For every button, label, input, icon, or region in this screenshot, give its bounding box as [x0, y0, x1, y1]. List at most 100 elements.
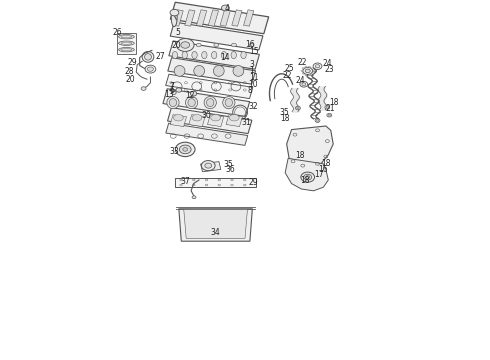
Ellipse shape — [312, 68, 314, 69]
Text: 13: 13 — [164, 90, 174, 99]
Ellipse shape — [194, 66, 205, 76]
Text: 4: 4 — [224, 4, 229, 13]
Polygon shape — [285, 158, 328, 191]
Text: 31: 31 — [242, 118, 251, 127]
Ellipse shape — [212, 51, 217, 59]
Ellipse shape — [142, 51, 154, 62]
Ellipse shape — [179, 145, 191, 154]
Ellipse shape — [214, 66, 224, 76]
Ellipse shape — [302, 83, 306, 86]
Bar — [175, 178, 256, 187]
Ellipse shape — [305, 69, 310, 73]
Text: 14: 14 — [220, 53, 230, 62]
Ellipse shape — [173, 114, 183, 121]
Ellipse shape — [170, 9, 179, 16]
Ellipse shape — [179, 43, 183, 47]
Ellipse shape — [174, 66, 185, 76]
Text: 25: 25 — [284, 64, 294, 73]
Ellipse shape — [327, 113, 332, 117]
Text: 17: 17 — [315, 170, 324, 179]
Ellipse shape — [309, 74, 311, 76]
Bar — [166, 123, 248, 145]
Text: 33: 33 — [169, 147, 179, 156]
Bar — [170, 114, 187, 127]
Ellipse shape — [295, 106, 300, 110]
Polygon shape — [179, 209, 252, 241]
Ellipse shape — [201, 161, 215, 171]
Bar — [208, 10, 219, 26]
Text: 18: 18 — [295, 152, 305, 161]
Ellipse shape — [175, 142, 195, 157]
Text: 10: 10 — [248, 81, 258, 90]
Text: 8: 8 — [248, 86, 253, 95]
Ellipse shape — [192, 114, 202, 121]
Bar — [196, 10, 207, 26]
Text: 32: 32 — [248, 102, 258, 111]
Bar — [185, 10, 195, 26]
Ellipse shape — [231, 51, 236, 59]
Text: 22: 22 — [283, 71, 292, 80]
Ellipse shape — [167, 96, 179, 109]
Ellipse shape — [196, 43, 201, 47]
Bar — [200, 162, 221, 172]
Ellipse shape — [232, 43, 237, 47]
Ellipse shape — [233, 66, 244, 76]
Ellipse shape — [206, 99, 214, 107]
Text: 27: 27 — [156, 53, 166, 62]
Ellipse shape — [305, 74, 307, 76]
Text: 35: 35 — [223, 161, 233, 170]
Text: 36: 36 — [225, 166, 235, 175]
Bar — [169, 41, 259, 69]
Ellipse shape — [315, 119, 320, 122]
Text: 29: 29 — [248, 178, 258, 187]
Text: 5: 5 — [175, 28, 180, 37]
Bar — [166, 74, 253, 99]
Bar — [168, 108, 252, 134]
Ellipse shape — [185, 96, 197, 109]
Ellipse shape — [211, 114, 220, 121]
Ellipse shape — [300, 81, 308, 87]
Bar — [207, 114, 224, 127]
Text: 37: 37 — [180, 177, 190, 186]
Ellipse shape — [183, 148, 188, 151]
Ellipse shape — [317, 120, 319, 122]
Ellipse shape — [119, 41, 134, 45]
Ellipse shape — [301, 70, 303, 72]
Bar — [189, 114, 205, 127]
Text: 26: 26 — [113, 28, 122, 37]
Ellipse shape — [301, 172, 315, 182]
Ellipse shape — [145, 54, 151, 60]
Ellipse shape — [296, 107, 299, 109]
Bar — [117, 33, 136, 54]
Polygon shape — [287, 126, 333, 166]
Ellipse shape — [221, 5, 229, 11]
Text: 11: 11 — [249, 73, 258, 82]
Text: 12: 12 — [185, 91, 195, 100]
Ellipse shape — [188, 99, 195, 107]
Bar — [226, 114, 243, 127]
Ellipse shape — [192, 196, 196, 199]
Ellipse shape — [326, 107, 329, 108]
Ellipse shape — [305, 66, 307, 68]
Text: 23: 23 — [324, 65, 334, 74]
Ellipse shape — [302, 73, 304, 74]
Ellipse shape — [176, 39, 194, 51]
Text: 20: 20 — [172, 41, 181, 50]
Ellipse shape — [304, 174, 312, 180]
Text: 20: 20 — [125, 75, 135, 84]
Ellipse shape — [147, 67, 153, 71]
Bar — [220, 10, 230, 26]
Ellipse shape — [306, 176, 310, 179]
Ellipse shape — [225, 99, 232, 107]
Text: 21: 21 — [326, 104, 335, 113]
Ellipse shape — [229, 114, 239, 121]
Ellipse shape — [328, 114, 331, 116]
Ellipse shape — [249, 43, 254, 47]
Ellipse shape — [145, 65, 156, 73]
Text: 24: 24 — [322, 59, 332, 68]
Ellipse shape — [202, 51, 207, 59]
Bar — [163, 89, 249, 116]
Ellipse shape — [119, 48, 134, 52]
Polygon shape — [184, 210, 247, 238]
Ellipse shape — [316, 65, 319, 68]
